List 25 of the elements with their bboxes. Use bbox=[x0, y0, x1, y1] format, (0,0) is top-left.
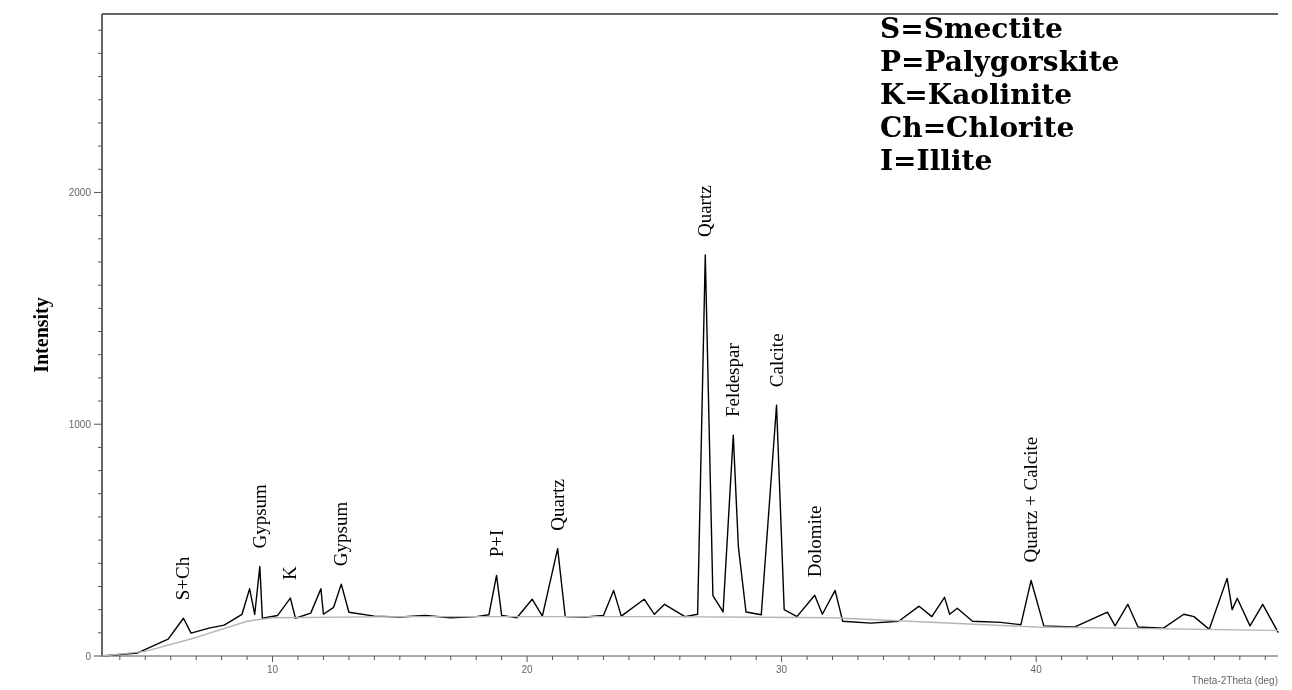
annotation: I=Illite bbox=[880, 144, 993, 177]
annotation: K=Kaolinite bbox=[880, 78, 1072, 111]
y-tick-label: 2000 bbox=[68, 187, 92, 199]
y-axis-title: Intensity bbox=[30, 297, 53, 373]
annotation: Gypsum bbox=[248, 483, 270, 549]
annotation: Dolomite bbox=[803, 505, 825, 578]
annotation: P=Palygorskite bbox=[880, 45, 1120, 78]
annotation: Quartz bbox=[694, 185, 716, 238]
annotation: Calcite bbox=[765, 333, 787, 388]
annotation: Feldespar bbox=[722, 342, 744, 418]
annotation: K bbox=[279, 566, 301, 581]
x-tick-label: 30 bbox=[776, 664, 788, 675]
annotation: S=Smectite bbox=[880, 12, 1063, 45]
annotation: Quartz + Calcite bbox=[1020, 436, 1042, 563]
x-axis-title: Theta-2Theta (deg) bbox=[1191, 675, 1278, 686]
annotation: Ch=Chlorite bbox=[880, 111, 1075, 144]
x-tick-label: 20 bbox=[521, 664, 534, 675]
x-tick-label: 10 bbox=[266, 664, 279, 675]
annotation: Gypsum bbox=[330, 501, 352, 567]
y-tick-label: 1000 bbox=[68, 419, 92, 431]
annotation: Quartz bbox=[546, 478, 568, 531]
x-tick-label: 40 bbox=[1030, 664, 1043, 675]
y-tick-label: 0 bbox=[85, 651, 92, 662]
annotation: P+I bbox=[485, 529, 507, 558]
annotation: S+Ch bbox=[172, 556, 194, 601]
